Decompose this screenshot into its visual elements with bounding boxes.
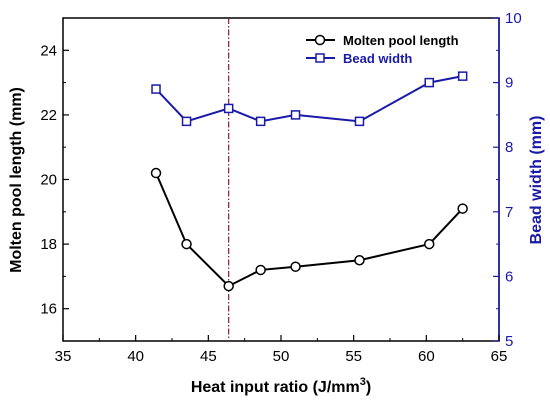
- series-line-bead-width: [155, 75, 463, 123]
- data-point-bead-width: [151, 84, 161, 94]
- data-point-bead-width: [424, 77, 434, 88]
- data-point-molten-pool: [290, 261, 301, 272]
- x-tick-label: 60: [418, 348, 435, 365]
- legend-marker-square: [315, 53, 325, 63]
- legend-label-molten-pool: Molten pool length: [343, 33, 459, 48]
- data-point-bead-width: [255, 116, 266, 127]
- y-right-tick-label: 8: [505, 139, 513, 156]
- x-tick-label: 40: [127, 348, 144, 365]
- legend: Molten pool length Bead width: [306, 33, 459, 66]
- y-left-tick-label: 24: [40, 42, 57, 59]
- data-point-molten-pool: [423, 238, 435, 250]
- y-right-tick-label: 9: [505, 75, 513, 92]
- y-left-tick-label: 16: [40, 301, 57, 318]
- x-tick-label: 50: [273, 348, 290, 365]
- data-point-bead-width: [181, 116, 192, 127]
- y-right-tick-label: 6: [505, 268, 513, 285]
- x-tick-label: 65: [491, 348, 508, 365]
- legend-label-bead-width: Bead width: [343, 51, 412, 66]
- data-point-molten-pool: [255, 264, 266, 276]
- y-left-tick-label: 20: [40, 172, 57, 189]
- legend-marker-circle: [314, 34, 326, 46]
- series-line-molten-pool: [155, 172, 464, 288]
- x-tick-label: 35: [55, 348, 72, 365]
- data-point-bead-width: [290, 110, 301, 120]
- y-left-tick-label: 22: [40, 107, 57, 124]
- x-tick-label: 45: [200, 348, 217, 365]
- right-axis-title: Bead width (mm): [528, 116, 545, 245]
- data-point-molten-pool: [150, 167, 162, 179]
- y-right-tick-label: 5: [505, 333, 513, 350]
- x-axis-title: Heat input ratio (J/mm3): [191, 376, 371, 396]
- data-point-bead-width: [223, 103, 234, 114]
- data-point-molten-pool: [354, 255, 365, 266]
- data-point-molten-pool: [223, 280, 234, 292]
- plot-frame: [62, 17, 500, 342]
- data-point-bead-width: [457, 71, 468, 81]
- data-point-bead-width: [354, 116, 365, 127]
- left-axis-title: Molten pool length (mm): [8, 87, 25, 273]
- y-left-tick-label: 18: [40, 236, 57, 253]
- data-point-molten-pool: [457, 203, 468, 214]
- y-right-tick-label: 7: [505, 204, 513, 221]
- data-point-molten-pool: [181, 238, 192, 250]
- y-right-tick-label: 10: [505, 10, 522, 27]
- x-tick-label: 55: [345, 348, 362, 365]
